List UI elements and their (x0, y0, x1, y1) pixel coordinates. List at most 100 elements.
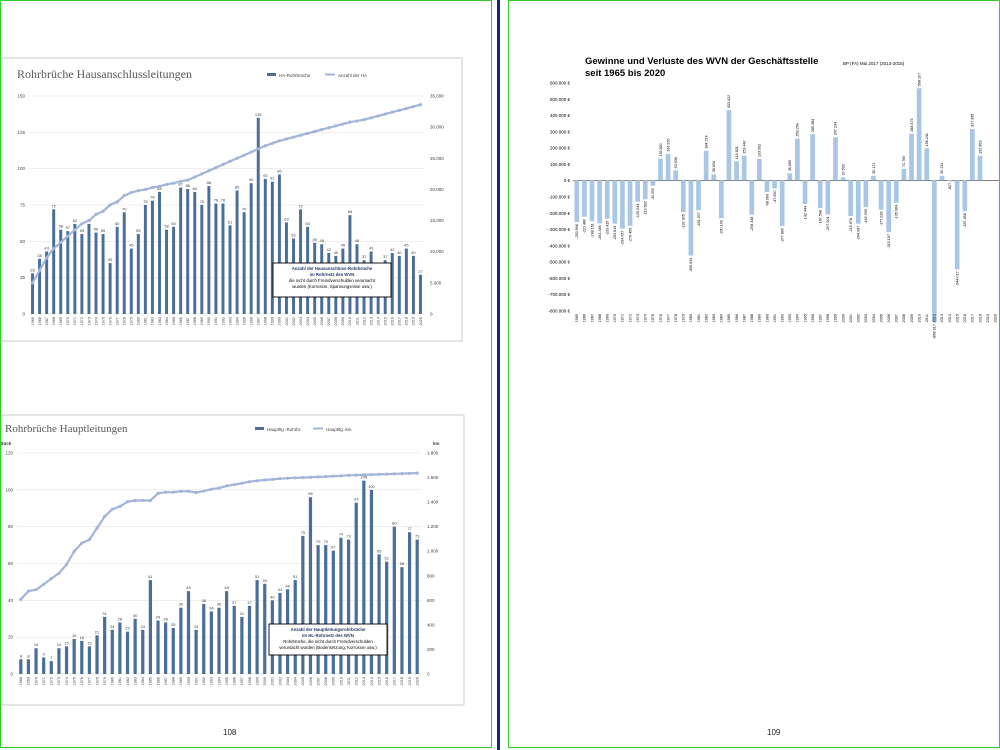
line-point (179, 179, 183, 183)
bar (59, 229, 63, 314)
x-tick-label: 1975 (101, 317, 105, 325)
x-tick-label: 2019 (986, 314, 990, 322)
legend-label-bars: Hauptltg.-Rohrbr. (267, 427, 301, 432)
bar (757, 158, 762, 181)
bar (38, 258, 42, 314)
bar-value-label: 19 (72, 633, 77, 638)
bar (893, 180, 899, 203)
bar-value-label: 28 (118, 616, 123, 621)
bar (397, 255, 401, 314)
bar (400, 567, 404, 674)
line-point (42, 582, 46, 586)
bar-value-label: 68 (348, 209, 353, 214)
line-point (354, 473, 358, 477)
x-tick-label: 1969 (59, 317, 63, 325)
bar-value-label: 75 (200, 199, 205, 204)
line-point (95, 526, 99, 530)
bar-value-label: 18 (80, 635, 85, 640)
x-tick-label: 1972 (628, 314, 632, 322)
y-tick-label: 300.000 € (550, 129, 571, 134)
x-tick-label: 2016 (391, 317, 395, 325)
bar-value-label: -47.630 (773, 190, 777, 203)
bar (200, 205, 204, 314)
bar-value-label: 42 (327, 247, 332, 252)
x-tick-label: 1979 (130, 317, 134, 325)
bar (385, 561, 389, 674)
bar (87, 646, 92, 674)
bar (256, 117, 260, 314)
x-tick-label: 1996 (811, 314, 815, 322)
bar (703, 150, 709, 181)
bar (779, 180, 785, 226)
line-point (150, 185, 155, 190)
bar (164, 622, 168, 674)
y-left-tick-label: 0 (10, 672, 13, 677)
bar-value-label: 285.384 (811, 119, 815, 132)
annotation-line: die nicht durch Fremdverschulden verursa… (289, 278, 376, 283)
bar-value-label: 57 (66, 225, 71, 230)
bar (242, 212, 246, 314)
bar (901, 169, 907, 181)
bar (627, 180, 633, 226)
x-tick-label: 2009 (910, 314, 914, 322)
x-tick-label: 1995 (803, 314, 807, 322)
bar-value-label: -129.044 (636, 204, 640, 219)
bar-value-label: 36 (217, 602, 222, 607)
line-point (45, 256, 49, 260)
x-tick-label: 2020 (419, 317, 423, 325)
bar-value-label: 135 (255, 112, 262, 117)
x-tick-label: 1998 (264, 317, 268, 325)
x-tick-label: 1983 (133, 677, 137, 685)
x-tick-label: 1973 (87, 317, 91, 325)
y-left-tick-label: 0 (22, 312, 25, 317)
chart-title: Rohrbrüche Hausanschlussleitungen (17, 67, 192, 81)
x-tick-label: 2004 (294, 677, 298, 685)
bar (133, 618, 137, 674)
x-tick-label: 1993 (788, 314, 792, 322)
line-point (64, 562, 69, 567)
line-point (179, 489, 183, 493)
x-tick-label: 2010 (339, 677, 343, 685)
line-point (247, 480, 252, 484)
x-tick-label: 2020 (415, 677, 419, 685)
bar-value-label: 15 (64, 640, 69, 645)
x-tick-label: 1993 (210, 677, 214, 685)
x-tick-label: 2000 (841, 314, 845, 322)
bar-value-label: 258.264 (796, 123, 800, 136)
line-point (122, 194, 126, 198)
x-tick-label: 1974 (65, 677, 69, 685)
y-tick-label: 0 € (564, 178, 571, 183)
y-left-tick-label: 120 (5, 451, 13, 456)
line-point (156, 491, 160, 495)
bar-value-label: 86 (185, 183, 190, 188)
bar-value-label: 119.821 (735, 146, 739, 159)
bar (673, 170, 679, 181)
x-tick-label: 1998 (826, 314, 830, 322)
chart-note: BP (FA) Mai 2017 (2013-2015) (843, 61, 905, 66)
bar (377, 554, 381, 674)
bar-value-label: 568.107 (917, 73, 921, 86)
bar (404, 248, 408, 314)
bar (680, 180, 686, 213)
x-tick-label: 1968 (52, 317, 56, 325)
bar (110, 629, 114, 674)
x-tick-label: 1980 (689, 314, 693, 322)
bar-value-label: 71.760 (902, 156, 906, 167)
bar-value-label: 433.422 (727, 95, 731, 108)
line-point (72, 549, 76, 553)
bar (225, 591, 229, 674)
bar (186, 189, 190, 314)
x-tick-label: 1970 (66, 317, 70, 325)
bar-value-label: -162.099 (864, 209, 868, 224)
x-tick-label: 1979 (103, 677, 107, 685)
bar (118, 622, 122, 674)
bar-value-label: 91 (270, 176, 275, 181)
bar-value-label: 40 (270, 594, 275, 599)
bar (726, 110, 732, 181)
bar-value-label: 51 (293, 574, 298, 579)
bar-value-label: 74 (339, 532, 344, 537)
bar (125, 631, 130, 674)
bar-value-label: -68.969 (765, 194, 769, 207)
x-tick-label: 1986 (156, 677, 160, 685)
x-tick-label: 1969 (27, 677, 31, 685)
